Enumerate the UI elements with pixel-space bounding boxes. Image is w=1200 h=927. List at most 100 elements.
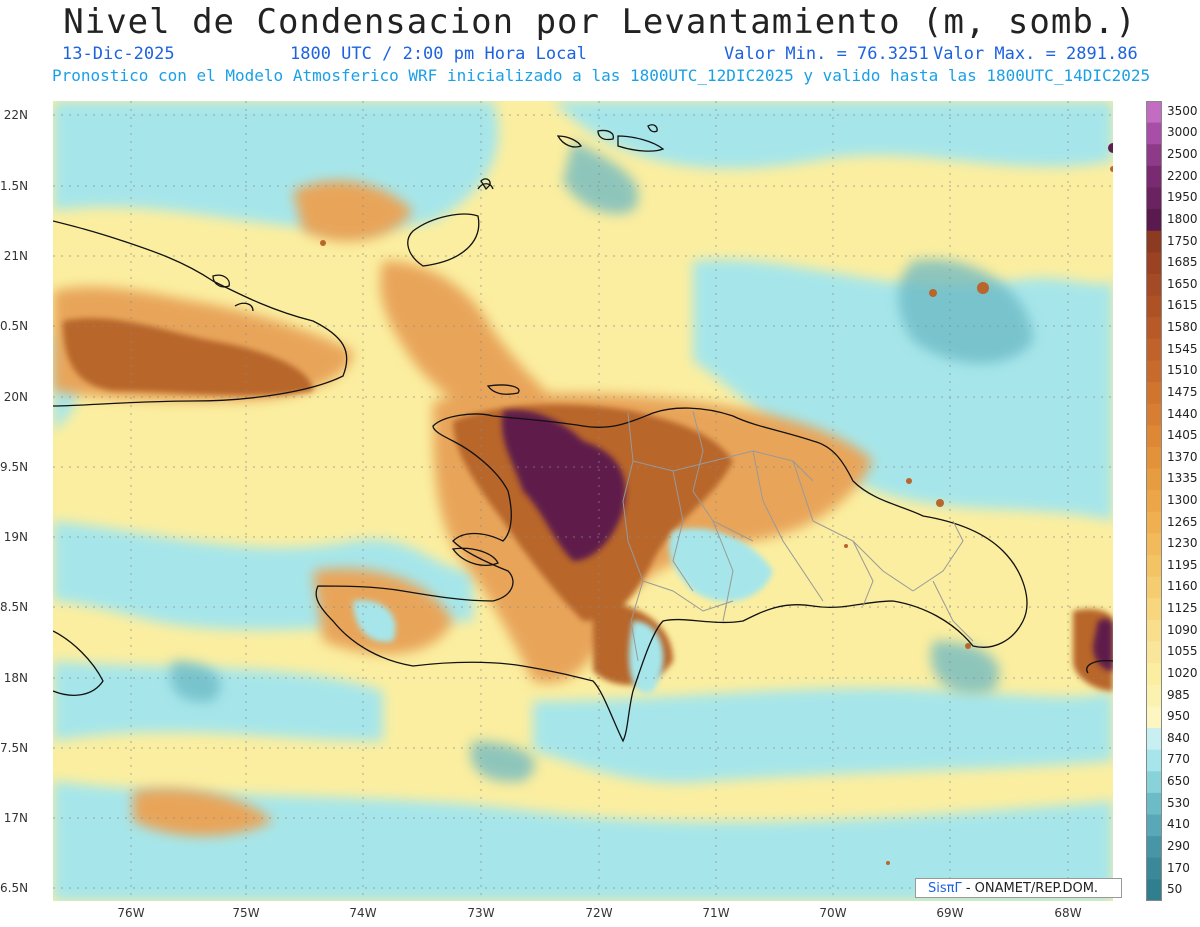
- colorbar-swatch: [1146, 187, 1162, 210]
- lat-label: 19N: [3, 530, 28, 544]
- colorbar-label: 1475: [1167, 384, 1198, 399]
- colorbar-label: 50: [1167, 882, 1183, 897]
- colorbar-label: 1230: [1167, 536, 1198, 551]
- colorbar-label: 1510: [1167, 363, 1198, 378]
- colorbar-swatch: [1146, 382, 1162, 405]
- lon-label: 69W: [936, 906, 964, 920]
- lat-label: 7.5N: [0, 741, 29, 755]
- lat-label: 6.5N: [0, 881, 29, 895]
- lon-label: 72W: [585, 906, 613, 920]
- colorbar-swatch: [1146, 663, 1162, 686]
- colorbar-label: 1545: [1167, 341, 1198, 356]
- colorbar-swatch: [1146, 641, 1162, 664]
- lon-label: 74W: [349, 906, 377, 920]
- colorbar-swatch: [1146, 555, 1162, 578]
- colorbar-label: 170: [1167, 860, 1190, 875]
- colorbar-swatch: [1146, 511, 1162, 534]
- colorbar-swatch: [1146, 749, 1162, 772]
- colorbar-label: 1090: [1167, 622, 1198, 637]
- colorbar-label: 1800: [1167, 211, 1198, 226]
- lat-label: 8.5N: [0, 600, 29, 614]
- colorbar-swatch: [1146, 122, 1162, 145]
- lon-label: 71W: [702, 906, 730, 920]
- colorbar-swatch: [1146, 576, 1162, 599]
- min-value: Valor Min. = 76.3251: [724, 44, 929, 64]
- colorbar-swatch: [1146, 209, 1162, 232]
- colorbar-swatch: [1146, 295, 1162, 318]
- colorbar-swatch: [1146, 792, 1162, 816]
- colorbar-swatch: [1146, 836, 1162, 859]
- credit-box: SisπΓ - ONAMET/REP.DOM.: [915, 878, 1122, 898]
- lat-label: 1.5N: [0, 179, 29, 193]
- colorbar-label: 2200: [1167, 168, 1198, 183]
- colorbar-label: 1405: [1167, 428, 1198, 443]
- colorbar-label: 410: [1167, 817, 1190, 832]
- weather-map: [53, 101, 1113, 901]
- lat-label: 20N: [3, 390, 28, 404]
- colorbar-label: 1615: [1167, 298, 1198, 313]
- colorbar-swatch: [1146, 317, 1162, 340]
- colorbar-label: 1370: [1167, 449, 1198, 464]
- colorbar-label: 3500: [1167, 103, 1198, 118]
- colorbar-label: 1125: [1167, 601, 1198, 616]
- colorbar-label: 1160: [1167, 579, 1198, 594]
- colorbar-label: 1950: [1167, 190, 1198, 205]
- forecast-time: 1800 UTC / 2:00 pm Hora Local: [290, 44, 587, 64]
- colorbar-swatch: [1146, 814, 1162, 837]
- colorbar-swatch: [1146, 598, 1162, 621]
- lon-label: 70W: [819, 906, 847, 920]
- sispi-logo: SisπΓ: [928, 881, 962, 896]
- forecast-date: 13-Dic-2025: [62, 44, 175, 64]
- colorbar-swatch: [1146, 144, 1162, 167]
- lat-label: 9.5N: [0, 460, 29, 474]
- max-value: Valor Max. = 2891.86: [933, 44, 1138, 64]
- colorbar-swatch: [1146, 857, 1162, 880]
- colorbar-label: 985: [1167, 687, 1190, 702]
- lon-label: 75W: [232, 906, 260, 920]
- colorbar-swatch: [1146, 403, 1162, 426]
- colorbar-label: 1750: [1167, 233, 1198, 248]
- colorbar-label: 650: [1167, 774, 1190, 789]
- colorbar-label: 1265: [1167, 514, 1198, 529]
- colorbar-swatch: [1146, 252, 1162, 275]
- colorbar-label: 1685: [1167, 255, 1198, 270]
- colorbar-label: 840: [1167, 730, 1190, 745]
- colorbar-swatch: [1146, 468, 1162, 491]
- colorbar-swatch: [1146, 771, 1162, 794]
- colorbar-swatch: [1146, 273, 1162, 297]
- credit-org: - ONAMET/REP.DOM.: [965, 881, 1099, 896]
- colorbar-swatch: [1146, 684, 1162, 707]
- colorbar: [1146, 101, 1162, 901]
- colorbar-swatch: [1146, 165, 1162, 188]
- lon-label: 68W: [1054, 906, 1082, 920]
- colorbar-label: 3000: [1167, 125, 1198, 140]
- colorbar-label: 950: [1167, 709, 1190, 724]
- colorbar-label: 1300: [1167, 493, 1198, 507]
- colorbar-label: 1020: [1167, 665, 1198, 680]
- colorbar-swatch: [1146, 101, 1162, 124]
- lon-label: 76W: [117, 906, 145, 920]
- lat-label: 0.5N: [0, 319, 29, 333]
- colorbar-label: 1335: [1167, 471, 1198, 486]
- colorbar-label: 1195: [1167, 557, 1198, 572]
- lat-label: 22N: [3, 108, 28, 122]
- map-title: Nivel de Condensacion por Levantamiento …: [63, 2, 1137, 42]
- colorbar-swatch: [1146, 728, 1162, 751]
- colorbar-swatch: [1146, 879, 1162, 901]
- colorbar-label: 1055: [1167, 644, 1198, 659]
- colorbar-swatch: [1146, 533, 1162, 556]
- colorbar-swatch: [1146, 230, 1162, 253]
- colorbar-swatch: [1146, 619, 1162, 643]
- colorbar-label: 530: [1167, 795, 1190, 810]
- colorbar-label: 770: [1167, 752, 1190, 767]
- colorbar-label: 1580: [1167, 320, 1198, 335]
- colorbar-swatch: [1146, 706, 1162, 729]
- lat-label: 18N: [3, 671, 28, 685]
- colorbar-swatch: [1146, 446, 1162, 470]
- colorbar-swatch: [1146, 338, 1162, 361]
- colorbar-label: 2500: [1167, 147, 1198, 162]
- lat-label: 21N: [3, 249, 28, 263]
- forecast-note: Pronostico con el Modelo Atmosferico WRF…: [52, 66, 1151, 85]
- colorbar-label: 1440: [1167, 406, 1198, 421]
- colorbar-swatch: [1146, 360, 1162, 383]
